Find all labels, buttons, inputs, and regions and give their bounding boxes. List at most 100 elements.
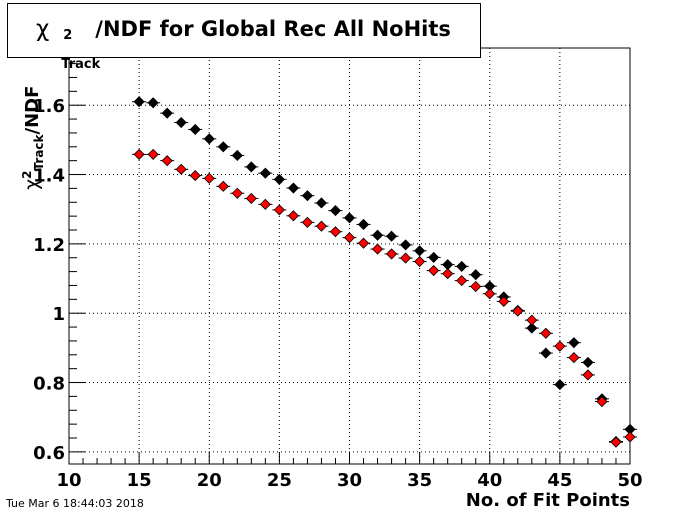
- series-1: [132, 148, 638, 448]
- y-tick-label: 0.6: [33, 443, 65, 464]
- data-point: [231, 149, 243, 162]
- y-tick-label: 1.6: [33, 96, 65, 117]
- data-point: [133, 96, 145, 108]
- y-tick-label: 0.8: [33, 374, 65, 395]
- data-point: [400, 252, 412, 264]
- data-point: [203, 172, 215, 184]
- data-point: [428, 251, 440, 263]
- tick-labels: 10 15 20 25 30 35 40 45 50 0.6 0.8 1 1.2 1.4 1.6: [33, 96, 642, 491]
- data-point: [428, 264, 440, 277]
- data-point: [147, 148, 159, 160]
- data-point: [245, 192, 257, 205]
- data-point: [329, 205, 342, 217]
- data-point: [175, 163, 187, 175]
- data-point: [484, 288, 496, 300]
- data-point: [400, 239, 412, 251]
- x-tick-label: 30: [337, 470, 362, 491]
- data-point: [582, 369, 594, 381]
- data-point: [273, 173, 285, 185]
- data-point: [161, 107, 173, 119]
- data-point: [357, 218, 370, 231]
- y-tick-label: 1.2: [33, 235, 65, 256]
- x-tick-label: 25: [267, 470, 292, 491]
- x-axis-label: No. of Fit Points: [465, 490, 630, 511]
- y-axis-label: χ2Track/NDF: [20, 20, 46, 190]
- ylabel-superscript: 2: [20, 170, 35, 179]
- data-point: [456, 275, 468, 287]
- data-point: [217, 141, 229, 153]
- data-point: [540, 347, 552, 359]
- title-subscript: Track: [61, 57, 101, 72]
- data-point: [596, 396, 608, 408]
- data-point: [568, 337, 580, 349]
- data-point: [189, 170, 201, 182]
- data-point: [315, 220, 328, 232]
- x-tick-label: 45: [547, 470, 572, 491]
- ylabel-subscript: Track: [31, 134, 46, 171]
- data-point: [301, 190, 313, 202]
- data-point: [582, 356, 594, 368]
- data-point: [568, 352, 580, 364]
- data-point: [133, 148, 145, 160]
- data-point: [259, 167, 271, 179]
- data-point: [526, 314, 538, 326]
- axis-ticks: [68, 49, 631, 464]
- x-tick-label: 40: [477, 470, 502, 491]
- timestamp: Tue Mar 6 18:44:03 2018: [6, 497, 144, 510]
- data-points: [132, 96, 638, 448]
- data-point: [554, 340, 566, 352]
- data-point: [161, 155, 173, 167]
- data-point: [386, 248, 398, 260]
- data-point: [329, 226, 342, 238]
- data-point: [470, 280, 482, 293]
- x-tick-label: 15: [127, 470, 152, 491]
- data-point: [470, 269, 482, 281]
- data-point: [231, 187, 243, 199]
- title-main-text: /NDF for Global Rec All NoHits: [95, 17, 451, 41]
- data-point: [371, 229, 384, 241]
- ylabel-text: /NDF: [22, 85, 44, 135]
- title-superscript: 2: [63, 28, 73, 43]
- data-point: [343, 232, 356, 244]
- data-point: [624, 431, 636, 443]
- grid: [69, 48, 630, 464]
- data-point: [610, 436, 622, 448]
- data-point: [456, 260, 468, 272]
- data-point: [386, 230, 398, 242]
- data-point: [175, 116, 187, 129]
- data-point: [189, 123, 201, 136]
- data-point: [540, 327, 552, 339]
- chart-title: χ 2 Track/NDF for Global Rec All NoHits: [36, 16, 451, 72]
- data-point: [217, 180, 229, 192]
- data-point: [371, 243, 384, 255]
- title-symbol: χ: [36, 16, 50, 42]
- data-point: [414, 245, 426, 257]
- x-tick-label: 50: [617, 470, 642, 491]
- data-point: [301, 216, 313, 228]
- x-tick-label: 20: [197, 470, 222, 491]
- data-point: [414, 255, 426, 268]
- data-point: [315, 197, 328, 209]
- ylabel-symbol: χ: [21, 178, 44, 190]
- data-point: [287, 182, 299, 194]
- data-point: [343, 212, 356, 224]
- y-tick-label: 1.4: [33, 166, 65, 187]
- x-tick-label: 10: [56, 470, 81, 491]
- data-point: [203, 133, 215, 145]
- title-box: χ 2 Track/NDF for Global Rec All NoHits: [7, 3, 481, 72]
- data-point: [245, 161, 257, 173]
- data-point: [442, 268, 454, 280]
- data-point: [259, 198, 271, 210]
- data-point: [526, 322, 538, 334]
- data-point: [554, 379, 566, 391]
- y-tick-label: 1: [52, 304, 65, 325]
- series-0: [132, 96, 638, 448]
- data-point: [498, 295, 510, 307]
- x-tick-label: 35: [407, 470, 432, 491]
- data-point: [512, 305, 524, 317]
- data-point: [147, 97, 159, 109]
- data-point: [273, 204, 285, 216]
- data-point: [357, 237, 370, 249]
- data-point: [287, 210, 299, 222]
